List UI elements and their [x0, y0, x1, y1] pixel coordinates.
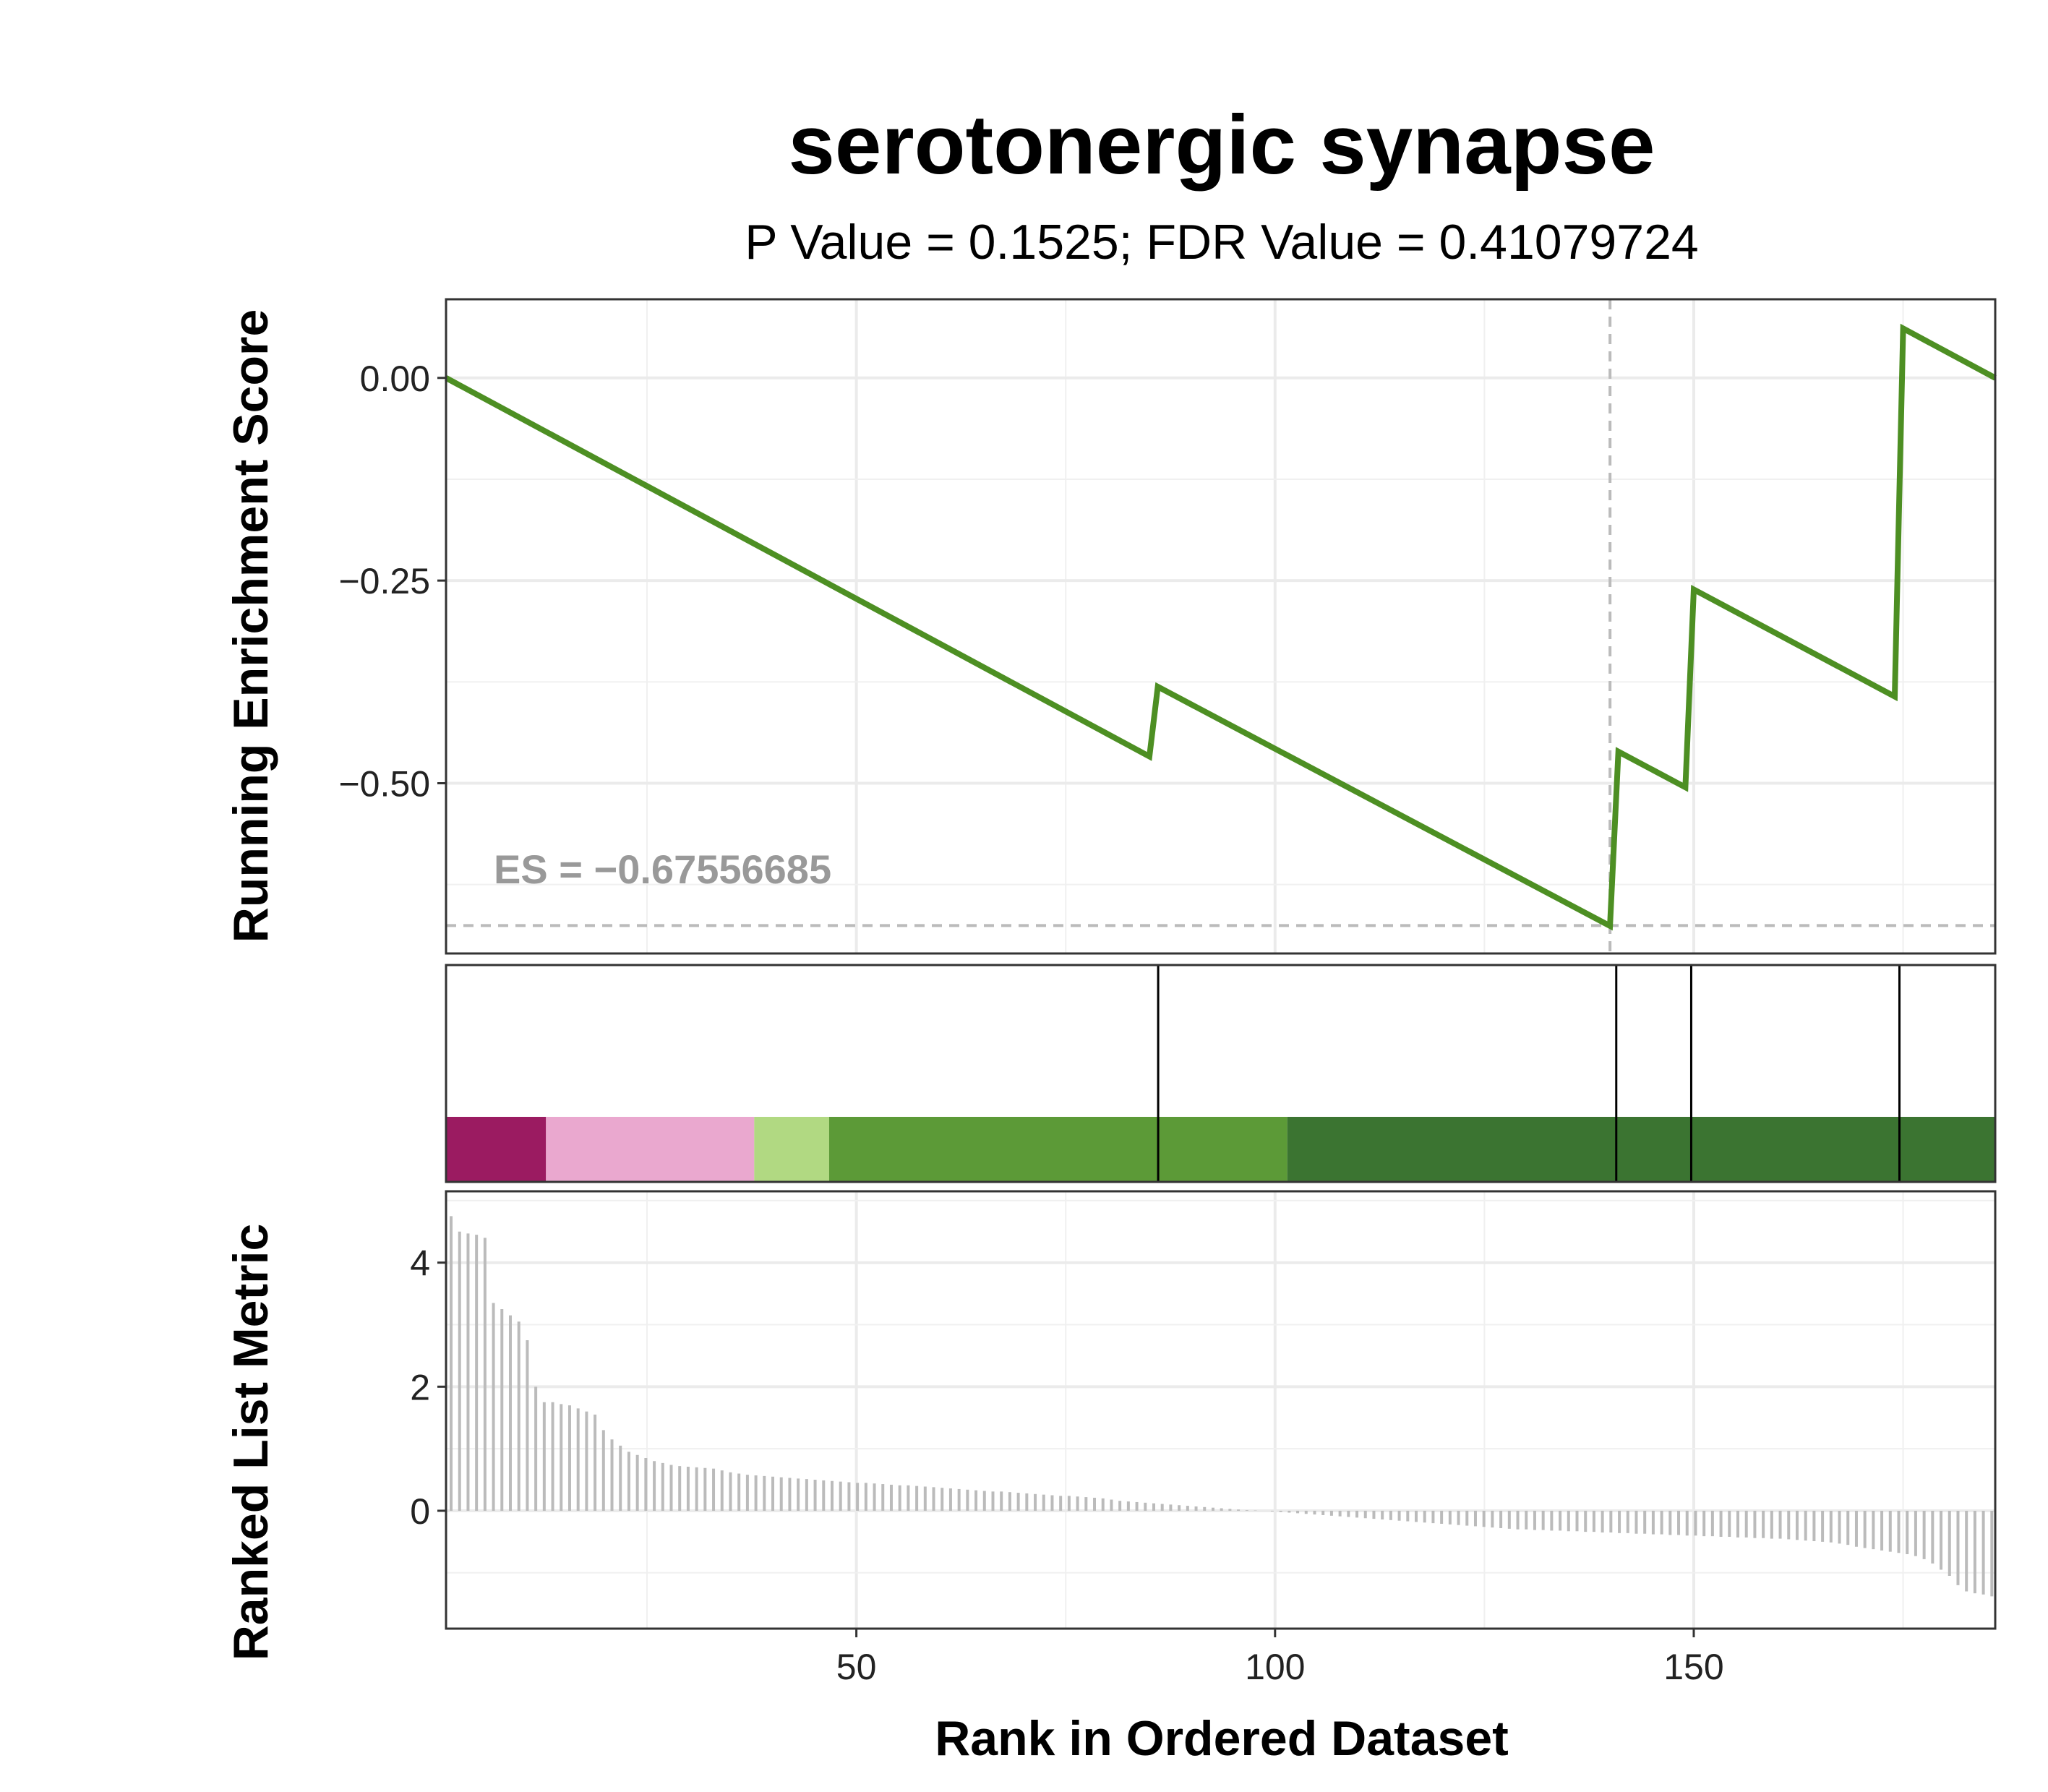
metric-panel: 4 2 0 50 100 150: [410, 1190, 1997, 1687]
enrichment-y-axis: 0.00 −0.25 −0.50: [338, 359, 446, 804]
enrichment-score-line: [445, 323, 1997, 931]
enrichment-panel: ES = −0.67556685 0.00 −0.25 −0.50: [338, 298, 1997, 955]
x-axis-title: Rank in Ordered Dataset: [935, 1711, 1509, 1766]
enrichment-grid-horizontal: [446, 376, 1995, 886]
hits-panel-border: [445, 964, 1997, 1183]
es-value-label: ES = −0.67556685: [494, 846, 831, 892]
y-tick-label: −0.25: [338, 561, 430, 601]
enrichment-panel-border: [445, 298, 1997, 955]
x-tick-label: 150: [1663, 1647, 1723, 1687]
rank-color-band: [754, 1117, 829, 1182]
rank-color-band: [546, 1117, 755, 1182]
metric-y-axis-title: Ranked List Metric: [223, 1224, 278, 1661]
x-tick-label: 100: [1245, 1647, 1305, 1687]
metric-y-axis: 4 2 0: [410, 1243, 446, 1532]
hits-panel: [445, 964, 1997, 1183]
rank-color-band: [1287, 1117, 1995, 1182]
gene-hit-lines: [1157, 965, 1901, 1182]
y-tick-label: 0: [410, 1491, 430, 1532]
metric-panel-background: [446, 1191, 1995, 1629]
y-tick-label: 2: [410, 1367, 430, 1407]
x-tick-label: 50: [836, 1647, 877, 1687]
rank-color-bands: [446, 1117, 1995, 1182]
x-axis: 50 100 150: [836, 1629, 1724, 1687]
chart-subtitle: P Value = 0.1525; FDR Value = 0.41079724: [745, 215, 1698, 270]
metric-bars: [450, 1216, 1994, 1597]
chart-title: serotonergic synapse: [788, 98, 1655, 192]
y-tick-label: 4: [410, 1243, 430, 1284]
enrichment-y-axis-title: Running Enrichment Score: [223, 309, 278, 943]
enrichment-panel-background: [446, 299, 1995, 953]
rank-color-band: [828, 1117, 1288, 1182]
y-tick-label: 0.00: [360, 359, 430, 399]
metric-panel-border: [445, 1190, 1997, 1630]
rank-color-band: [446, 1117, 547, 1182]
y-tick-label: −0.50: [338, 763, 430, 804]
metric-grid-vertical: [646, 1191, 1904, 1629]
